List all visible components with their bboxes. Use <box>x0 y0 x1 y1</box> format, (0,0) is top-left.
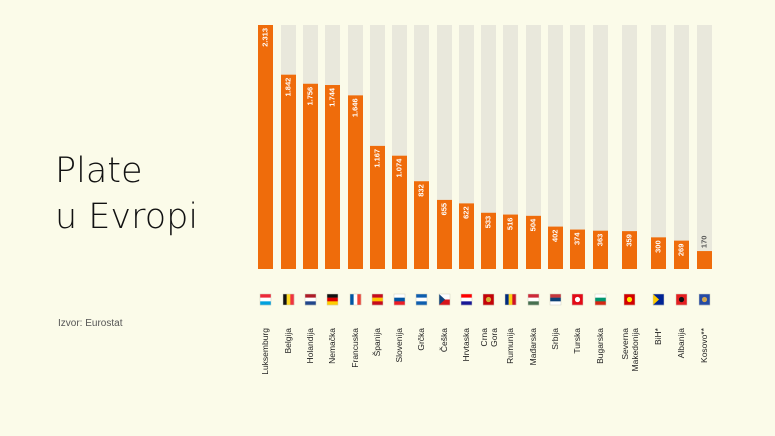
bar <box>622 231 637 269</box>
tick-label: Nemačka <box>327 328 337 364</box>
data-label: 1.167 <box>372 149 381 168</box>
montenegro-flag-icon <box>482 293 495 306</box>
bar <box>392 155 407 269</box>
tick-label: Luksemburg <box>260 328 270 375</box>
data-label: 1.842 <box>283 78 292 97</box>
tick-label: Slovenija <box>394 328 404 363</box>
turkey-flag-icon <box>571 293 584 306</box>
greece-flag-icon <box>415 293 428 306</box>
bar <box>651 237 666 269</box>
bar <box>593 230 608 269</box>
bar <box>548 226 563 269</box>
bar <box>325 85 340 270</box>
data-label: 516 <box>505 218 514 231</box>
bar-track <box>593 25 608 269</box>
bar-track <box>503 25 518 269</box>
belgium-flag-icon <box>282 293 295 306</box>
tick-label: Češka <box>439 328 449 352</box>
bar-track <box>481 25 496 269</box>
bar <box>370 145 385 269</box>
tick-label: Holandija <box>305 328 315 364</box>
tick-label: Belgija <box>283 328 293 354</box>
data-label: 1.646 <box>350 98 359 117</box>
bar <box>281 74 296 269</box>
tick-label: Kosovo** <box>699 327 709 363</box>
data-label: 363 <box>595 234 604 247</box>
tick-label: Mađarska <box>528 328 538 366</box>
bar <box>258 25 273 269</box>
bar <box>481 212 496 269</box>
data-label: 832 <box>416 184 425 197</box>
bar <box>697 251 712 269</box>
tick-label: CrnaGora <box>479 328 499 347</box>
bar <box>348 95 363 269</box>
netherlands-flag-icon <box>304 293 317 306</box>
slovenia-flag-icon <box>393 293 406 306</box>
luxembourg-flag-icon <box>259 293 272 306</box>
hungary-flag-icon <box>527 293 540 306</box>
kosovo-flag-icon <box>698 293 711 306</box>
data-label: 300 <box>653 240 662 253</box>
bar <box>414 181 429 269</box>
tick-label: BiH* <box>653 327 663 345</box>
title-line-2: u Evropi <box>55 197 199 237</box>
bar-track <box>570 25 585 269</box>
bar <box>437 199 452 269</box>
bar <box>674 240 689 269</box>
bosnia-flag-icon <box>652 293 665 306</box>
tick-label: Hrvtaska <box>461 328 471 362</box>
data-label: 655 <box>439 203 448 216</box>
data-label: 1.756 <box>305 87 314 106</box>
bar-track <box>622 25 637 269</box>
tick-label: Turska <box>572 328 582 354</box>
title-line-1: Plate <box>55 151 143 191</box>
data-label: 533 <box>483 216 492 229</box>
tick-label: Albanija <box>676 328 686 359</box>
data-label: 1.744 <box>327 87 336 107</box>
bar <box>526 215 541 269</box>
tick-label: Španija <box>372 328 382 357</box>
source-note: Izvor: Eurostat <box>58 318 123 329</box>
bulgaria-flag-icon <box>594 293 607 306</box>
bar <box>503 214 518 269</box>
data-label: 374 <box>572 232 581 245</box>
bar <box>459 203 474 269</box>
croatia-flag-icon <box>460 293 473 306</box>
chart-title: Plate u Evropi <box>55 148 198 240</box>
data-label: 2.313 <box>260 28 269 47</box>
data-label: 622 <box>461 206 470 219</box>
czechia-flag-icon <box>438 293 451 306</box>
france-flag-icon <box>349 293 362 306</box>
tick-label: Grčka <box>416 328 426 351</box>
data-label: 269 <box>676 244 685 257</box>
tick-label: Francuska <box>350 328 360 368</box>
tick-label: Srbija <box>550 328 560 350</box>
tick-label: Rumunija <box>505 328 515 364</box>
bar-track <box>548 25 563 269</box>
serbia-flag-icon <box>549 293 562 306</box>
tick-label: Bugarska <box>595 328 605 364</box>
data-label: 504 <box>528 218 537 231</box>
data-label: 359 <box>624 234 633 247</box>
bar-track <box>697 25 712 269</box>
data-label: 1.074 <box>394 158 403 178</box>
spain-flag-icon <box>371 293 384 306</box>
data-label: 402 <box>550 230 559 243</box>
bar-track <box>674 25 689 269</box>
data-label: 170 <box>699 236 708 249</box>
romania-flag-icon <box>504 293 517 306</box>
north-macedonia-flag-icon <box>623 293 636 306</box>
bar-track <box>651 25 666 269</box>
tick-label: SevernaMakedonija <box>620 328 640 372</box>
germany-flag-icon <box>326 293 339 306</box>
bar <box>570 229 585 269</box>
albania-flag-icon <box>675 293 688 306</box>
bar-track <box>526 25 541 269</box>
bar <box>303 83 318 269</box>
